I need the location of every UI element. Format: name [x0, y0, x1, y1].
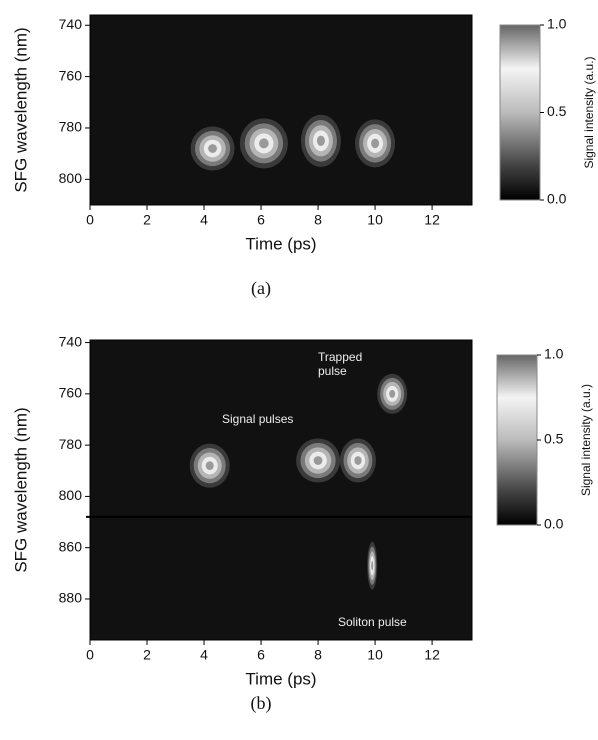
caption: (a) — [251, 278, 271, 299]
contour-level — [259, 138, 269, 149]
x-tick-label: 0 — [86, 212, 94, 228]
annotation: Soliton pulse — [338, 615, 407, 629]
x-axis-label: Time (ps) — [245, 669, 316, 688]
x-tick-label: 6 — [257, 212, 265, 228]
pulse — [300, 114, 341, 167]
pulse — [377, 373, 408, 414]
y-tick-label: 800 — [59, 487, 83, 503]
pulse — [296, 438, 341, 483]
contour-level — [354, 456, 362, 465]
x-tick-label: 2 — [143, 647, 151, 663]
y-tick-label: 740 — [59, 16, 83, 32]
y-tick-label: 780 — [59, 436, 83, 452]
x-tick-label: 2 — [143, 212, 151, 228]
y-tick-label: 760 — [59, 67, 83, 83]
contour-level — [205, 461, 214, 471]
colorbar — [496, 354, 538, 526]
x-axis-label: Time (ps) — [245, 234, 316, 253]
x-tick-label: 6 — [257, 647, 265, 663]
contour-level — [316, 135, 325, 147]
x-tick-label: 8 — [314, 647, 322, 663]
annotation: Signal pulses — [222, 412, 294, 426]
colorbar-label: Signal intensity (a.u.) — [582, 56, 596, 168]
pulse — [367, 541, 378, 590]
colorbar-tick-label: 0.5 — [547, 103, 567, 119]
contour-level — [313, 456, 323, 465]
contour-level — [208, 144, 217, 153]
y-tick-label: 860 — [59, 538, 83, 554]
contour-level — [371, 560, 374, 571]
colorbar-tick-label: 0.0 — [547, 191, 567, 207]
x-tick-label: 12 — [424, 212, 440, 228]
pulse — [355, 119, 396, 168]
contour-level — [371, 138, 380, 149]
x-tick-label: 10 — [367, 647, 383, 663]
colorbar-tick-label: 0.0 — [544, 516, 564, 532]
pulse — [339, 438, 376, 483]
colorbar-tick-label: 0.5 — [544, 431, 564, 447]
colorbar-label: Signal intensity (a.u.) — [579, 384, 593, 496]
plot-area — [89, 14, 473, 206]
y-tick-label: 880 — [59, 590, 83, 606]
x-tick-label: 0 — [86, 647, 94, 663]
y-axis-label: SFG wavelength (nm) — [11, 407, 30, 572]
caption: (b) — [251, 693, 272, 714]
colorbar-tick-label: 1.0 — [547, 16, 567, 32]
y-tick-label: 780 — [59, 119, 83, 135]
x-tick-label: 8 — [314, 212, 322, 228]
x-tick-label: 4 — [200, 647, 208, 663]
contour-level — [389, 389, 396, 398]
pulse — [190, 126, 235, 171]
y-tick-label: 740 — [59, 333, 83, 349]
annotation: Trapped pulse — [318, 350, 363, 378]
x-tick-label: 12 — [424, 647, 440, 663]
x-tick-label: 4 — [200, 212, 208, 228]
colorbar — [499, 24, 541, 201]
pulse — [189, 443, 230, 488]
x-tick-label: 10 — [367, 212, 383, 228]
y-axis-label: SFG wavelength (nm) — [11, 27, 30, 192]
plot-area — [89, 339, 473, 641]
pulse — [239, 118, 288, 169]
y-tick-label: 760 — [59, 385, 83, 401]
y-tick-label: 800 — [59, 170, 83, 186]
colorbar-tick-label: 1.0 — [544, 346, 564, 362]
